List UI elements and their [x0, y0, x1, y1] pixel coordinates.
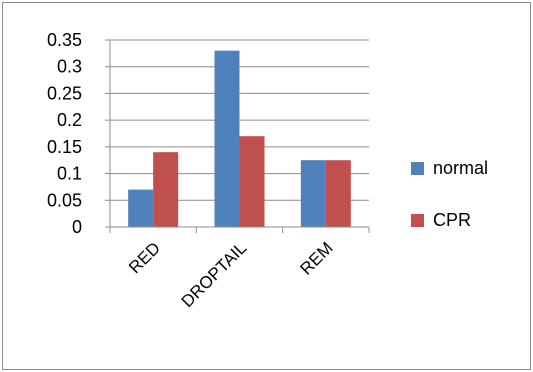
legend-swatch-normal: [411, 162, 424, 175]
bar-normal-droptail: [214, 50, 240, 227]
legend: normal CPR: [411, 158, 488, 230]
y-tick-label: 0.05: [47, 190, 82, 210]
y-tick-label: 0.3: [57, 57, 82, 77]
legend-label-cpr: CPR: [433, 210, 471, 230]
x-category-label: DROPTAIL: [178, 238, 251, 311]
y-tick-label: 0.25: [47, 83, 82, 103]
bar-cpr-red: [153, 152, 179, 227]
legend-label-normal: normal: [433, 158, 488, 178]
bar-cpr-rem: [325, 160, 351, 227]
y-tick-label: 0.15: [47, 137, 82, 157]
bar-normal-rem: [300, 160, 326, 227]
bar-normal-red: [128, 189, 154, 227]
x-category-label: REM: [297, 238, 337, 278]
y-tick-label: 0.2: [57, 110, 82, 130]
y-tick-label: 0: [72, 217, 82, 237]
bars: [128, 50, 351, 227]
axes: [109, 40, 369, 228]
bar-cpr-droptail: [239, 136, 265, 227]
x-tick-labels: RED DROPTAIL REM: [109, 227, 370, 311]
y-tick-label: 0.1: [57, 164, 82, 184]
x-category-label: RED: [125, 238, 164, 277]
legend-swatch-cpr: [411, 214, 424, 227]
y-tick-labels: 0 0.05 0.1 0.15 0.2 0.25 0.3 0.35: [47, 30, 110, 237]
y-tick-label: 0.35: [47, 30, 82, 50]
